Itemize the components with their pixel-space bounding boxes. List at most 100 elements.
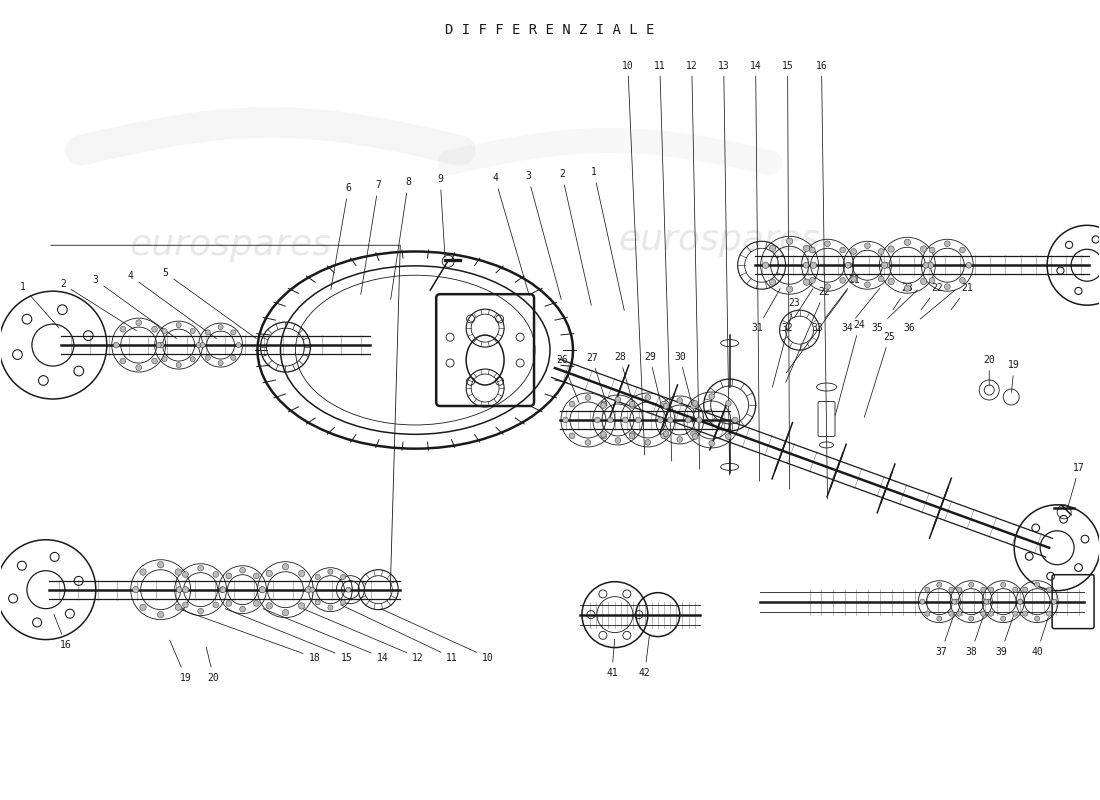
- Circle shape: [927, 262, 934, 269]
- Text: 37: 37: [935, 616, 954, 657]
- Text: 11: 11: [341, 605, 458, 662]
- Text: 5: 5: [163, 268, 256, 338]
- Text: 20: 20: [983, 355, 996, 386]
- Circle shape: [691, 431, 696, 437]
- Circle shape: [925, 587, 930, 592]
- Text: 24: 24: [835, 320, 866, 415]
- Circle shape: [236, 342, 241, 348]
- Text: 15: 15: [782, 61, 793, 489]
- Circle shape: [769, 245, 776, 251]
- Circle shape: [691, 403, 696, 409]
- Circle shape: [921, 246, 927, 252]
- Circle shape: [663, 403, 669, 409]
- Circle shape: [310, 587, 315, 592]
- Text: 40: 40: [1032, 618, 1048, 657]
- Circle shape: [825, 284, 830, 290]
- Circle shape: [825, 241, 830, 246]
- Circle shape: [158, 342, 164, 348]
- Circle shape: [676, 437, 683, 442]
- Circle shape: [923, 262, 928, 268]
- Text: 21: 21: [786, 275, 860, 373]
- Circle shape: [850, 249, 857, 254]
- Circle shape: [1018, 599, 1023, 604]
- Circle shape: [930, 247, 935, 253]
- Circle shape: [708, 394, 715, 399]
- Text: 3: 3: [92, 275, 176, 338]
- Circle shape: [878, 249, 884, 254]
- Text: 39: 39: [996, 616, 1013, 657]
- Circle shape: [157, 562, 164, 568]
- Circle shape: [952, 599, 957, 604]
- Circle shape: [305, 586, 311, 593]
- Circle shape: [949, 611, 954, 616]
- Circle shape: [645, 394, 651, 400]
- Circle shape: [240, 567, 245, 573]
- Circle shape: [135, 320, 142, 326]
- Text: 1: 1: [591, 167, 625, 310]
- Circle shape: [140, 569, 146, 575]
- Circle shape: [803, 245, 810, 251]
- Circle shape: [981, 587, 986, 592]
- Circle shape: [183, 602, 188, 608]
- Circle shape: [231, 330, 235, 335]
- Circle shape: [921, 278, 927, 285]
- Circle shape: [152, 326, 157, 332]
- Circle shape: [629, 431, 635, 438]
- Circle shape: [328, 605, 333, 610]
- Circle shape: [569, 433, 575, 438]
- Text: 2: 2: [59, 279, 136, 330]
- Circle shape: [925, 611, 930, 616]
- Circle shape: [937, 616, 942, 621]
- Text: 13: 13: [718, 61, 729, 475]
- Circle shape: [341, 600, 345, 605]
- Text: 12: 12: [686, 61, 700, 469]
- Circle shape: [945, 284, 950, 290]
- Text: 8: 8: [390, 178, 411, 299]
- Circle shape: [769, 279, 776, 286]
- Circle shape: [957, 587, 961, 592]
- Circle shape: [162, 329, 167, 334]
- Circle shape: [607, 417, 614, 423]
- Text: 7: 7: [361, 180, 382, 294]
- Circle shape: [1035, 616, 1040, 621]
- Text: 1: 1: [20, 282, 59, 328]
- Circle shape: [175, 569, 182, 575]
- Circle shape: [1023, 611, 1027, 616]
- Text: 15: 15: [226, 609, 352, 662]
- Circle shape: [658, 417, 663, 423]
- Circle shape: [1035, 582, 1040, 587]
- Circle shape: [266, 602, 273, 609]
- Text: 12: 12: [302, 609, 425, 662]
- Circle shape: [140, 604, 146, 610]
- Text: 22: 22: [921, 283, 943, 310]
- Circle shape: [668, 417, 673, 423]
- Circle shape: [266, 570, 273, 577]
- Circle shape: [954, 599, 959, 604]
- Circle shape: [240, 606, 245, 612]
- Circle shape: [981, 611, 986, 616]
- Text: 10: 10: [621, 61, 645, 455]
- Text: 19: 19: [169, 640, 191, 682]
- Circle shape: [663, 431, 669, 437]
- Circle shape: [601, 433, 607, 438]
- Text: 16: 16: [816, 61, 827, 499]
- Circle shape: [733, 417, 738, 423]
- Circle shape: [986, 599, 991, 604]
- Circle shape: [569, 402, 575, 407]
- Text: 38: 38: [966, 616, 983, 657]
- Text: 42: 42: [639, 634, 651, 678]
- Circle shape: [218, 361, 223, 366]
- Text: 23: 23: [772, 298, 801, 387]
- Text: 26: 26: [557, 355, 579, 402]
- Circle shape: [904, 239, 911, 246]
- Circle shape: [206, 330, 210, 335]
- Circle shape: [283, 563, 288, 570]
- Circle shape: [629, 433, 635, 438]
- Circle shape: [725, 434, 732, 439]
- Circle shape: [969, 616, 974, 621]
- Circle shape: [661, 402, 667, 407]
- Text: 6: 6: [331, 183, 351, 290]
- Circle shape: [884, 262, 890, 268]
- Text: 11: 11: [653, 61, 672, 461]
- Circle shape: [803, 262, 808, 268]
